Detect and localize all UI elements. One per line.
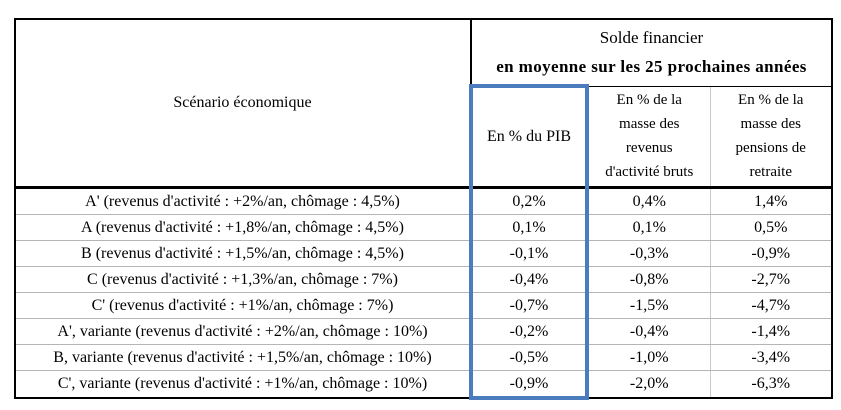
group-header-subtitle: en moyenne sur les 25 prochaines années <box>496 57 807 76</box>
pib-value-cell: -0,9% <box>469 370 589 400</box>
column-header-pensions-retraite: En % de la masse des pensions de retrait… <box>710 86 833 189</box>
column-header-pib: En % du PIB <box>469 84 589 189</box>
revenus-value-cell: 0,1% <box>587 214 711 241</box>
pensions-value-cell: -2,7% <box>710 266 833 293</box>
table-row: B (revenus d'activité : +1,5%/an, chômag… <box>14 240 833 267</box>
table-row: A', variante (revenus d'activité : +2%/a… <box>14 318 833 345</box>
scenario-cell: C' (revenus d'activité : +1%/an, chômage… <box>14 292 471 319</box>
scenario-column-header: Scénario économique <box>14 18 472 189</box>
pensions-value-cell: -6,3% <box>710 370 833 399</box>
scenario-cell: A' (revenus d'activité : +2%/an, chômage… <box>14 187 471 215</box>
pib-value-cell: -0,4% <box>469 266 589 293</box>
revenus-value-cell: -2,0% <box>587 370 711 399</box>
pib-value-cell: -0,7% <box>469 292 589 319</box>
pensions-value-cell: 1,4% <box>710 187 833 215</box>
scenario-cell: A', variante (revenus d'activité : +2%/a… <box>14 318 471 345</box>
scenario-cell: C (revenus d'activité : +1,3%/an, chômag… <box>14 266 471 293</box>
table-row: B, variante (revenus d'activité : +1,5%/… <box>14 344 833 371</box>
revenus-value-cell: -0,4% <box>587 318 711 345</box>
revenus-value-cell: 0,4% <box>587 187 711 215</box>
pensions-value-cell: -0,9% <box>710 240 833 267</box>
table-row: C', variante (revenus d'activité : +1%/a… <box>14 370 833 400</box>
table-row: C' (revenus d'activité : +1%/an, chômage… <box>14 292 833 319</box>
scenario-cell: A (revenus d'activité : +1,8%/an, chômag… <box>14 214 471 241</box>
pib-value-cell: 0,2% <box>469 187 589 215</box>
pensions-value-cell: -1,4% <box>710 318 833 345</box>
group-header-title: Solde financier <box>599 28 704 47</box>
pensions-value-cell: -3,4% <box>710 344 833 371</box>
table-row: A (revenus d'activité : +1,8%/an, chômag… <box>14 214 833 241</box>
group-header: Solde financier en moyenne sur les 25 pr… <box>470 18 833 87</box>
pib-value-cell: -0,5% <box>469 344 589 371</box>
table-row: C (revenus d'activité : +1,3%/an, chômag… <box>14 266 833 293</box>
scenario-cell: B, variante (revenus d'activité : +1,5%/… <box>14 344 471 371</box>
column-header-row: En % du PIB En % de la masse des revenus… <box>15 84 833 189</box>
group-header-row: Scénario économique Solde financier en m… <box>14 18 833 189</box>
table-row: A' (revenus d'activité : +2%/an, chômage… <box>14 187 833 215</box>
scenario-cell: B (revenus d'activité : +1,5%/an, chômag… <box>14 240 471 267</box>
pib-value-cell: -0,1% <box>469 240 589 267</box>
revenus-value-cell: -1,0% <box>587 344 711 371</box>
pensions-value-cell: 0,5% <box>710 214 833 241</box>
revenus-value-cell: -0,3% <box>587 240 711 267</box>
pensions-value-cell: -4,7% <box>710 292 833 319</box>
pib-value-cell: -0,2% <box>469 318 589 345</box>
scenario-cell: C', variante (revenus d'activité : +1%/a… <box>14 370 471 399</box>
revenus-value-cell: -0,8% <box>587 266 711 293</box>
column-header-revenus-activite: En % de la masse des revenus d'activité … <box>587 86 711 189</box>
solde-financier-table: Scénario économique Solde financier en m… <box>14 18 833 400</box>
pib-value-cell: 0,1% <box>469 214 589 241</box>
revenus-value-cell: -1,5% <box>587 292 711 319</box>
